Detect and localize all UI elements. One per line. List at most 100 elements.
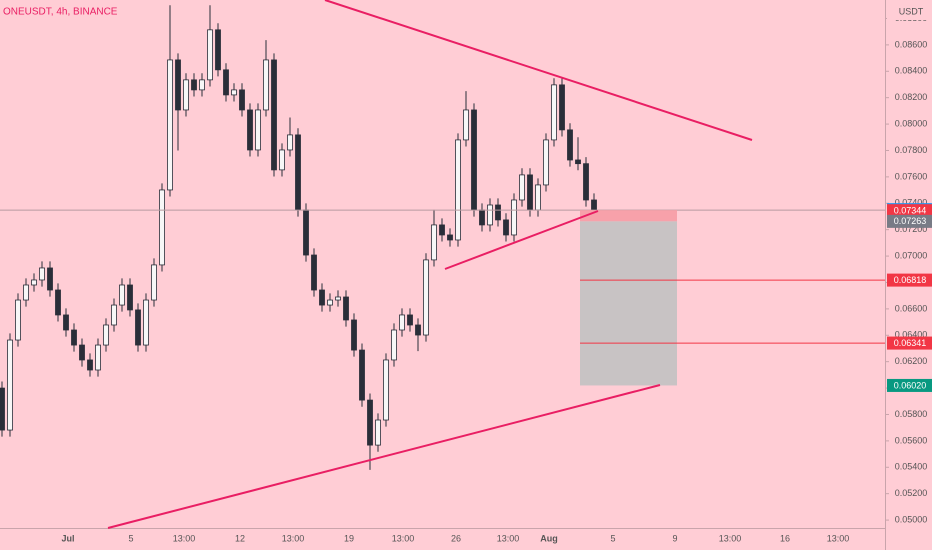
y-tick-label: 0.07800 (895, 145, 928, 155)
x-tick-label: 13:00 (497, 533, 520, 543)
price-marker (887, 214, 932, 228)
y-tick-label: 0.06200 (895, 356, 928, 366)
x-tick-label: 12 (235, 533, 245, 543)
y-tick-label: 0.06400 (895, 330, 928, 340)
candle-body (87, 359, 93, 371)
candle-body (407, 314, 413, 326)
y-axis-label: USDT (899, 6, 924, 16)
candle-body (223, 69, 229, 96)
candle-body (303, 209, 309, 256)
candle-body (375, 419, 381, 446)
candle-body (55, 289, 61, 316)
candle-body (535, 184, 541, 211)
candle-body (0, 387, 5, 431)
x-tick-label: 19 (344, 533, 354, 543)
x-tick-label: 13:00 (392, 533, 415, 543)
candle-body (495, 204, 501, 221)
candle-body (447, 234, 453, 241)
candle-body (191, 79, 197, 91)
candle-body (135, 309, 141, 346)
candles (0, 5, 597, 470)
x-tick-label: Aug (540, 533, 558, 543)
price-marker (887, 336, 932, 350)
candle-body (103, 324, 109, 346)
candle-body (263, 59, 269, 111)
trend-line (107, 384, 661, 529)
y-tick-label: 0.07400 (895, 198, 928, 208)
price-marker (887, 378, 932, 392)
candle-body (351, 319, 357, 351)
candle-body (431, 224, 437, 261)
y-tick-label: 0.07200 (895, 224, 928, 234)
candle-body (311, 254, 317, 291)
price-marker-label: 0.06818 (894, 275, 927, 285)
y-tick-label: 0.08400 (895, 66, 928, 76)
trend-line (444, 210, 599, 270)
x-tick-label: 5 (128, 533, 133, 543)
x-tick-label: 9 (672, 533, 677, 543)
candle-body (383, 359, 389, 421)
candle-body (151, 264, 157, 301)
candle-body (127, 284, 133, 311)
candle-body (439, 224, 445, 236)
candle-body (279, 149, 285, 171)
x-tick-label: 5 (610, 533, 615, 543)
candle-body (391, 329, 397, 361)
chart-title: ONEUSDT, 4h, BINANCE (3, 7, 118, 18)
candle-body (519, 174, 525, 201)
trend-line (324, 0, 753, 141)
candle-body (487, 204, 493, 226)
y-tick-label: 0.08600 (895, 39, 928, 49)
overlay (0, 209, 885, 386)
x-tick-label: 13:00 (282, 533, 305, 543)
y-tick-label: 0.05400 (895, 462, 928, 472)
candle-body (575, 159, 581, 165)
candle-body (295, 134, 301, 211)
candle-body (7, 339, 13, 431)
candle-body (239, 89, 245, 111)
candle-body (247, 109, 253, 151)
candle-body (47, 267, 53, 291)
y-tick-label: 0.05800 (895, 409, 928, 419)
candle-body (207, 29, 213, 81)
axis-label-bg (887, 2, 932, 20)
candle-body (231, 89, 237, 96)
y-tick-label: 0.07600 (895, 171, 928, 181)
x-tick-label: 26 (451, 533, 461, 543)
candle-body (327, 299, 333, 306)
candle-body (319, 289, 325, 306)
candle-body (119, 284, 125, 306)
candle-body (415, 324, 421, 336)
candle-body (271, 59, 277, 171)
candle-body (471, 109, 477, 211)
candle-body (551, 84, 557, 141)
candle-body (463, 109, 469, 141)
candle-body (39, 267, 45, 281)
candle-body (559, 84, 565, 131)
candle-body (343, 296, 349, 321)
candle-body (23, 284, 29, 301)
y-tick-label: 0.06600 (895, 303, 928, 313)
x-tick-label: 13:00 (827, 533, 850, 543)
candle-body (175, 59, 181, 111)
y-tick-label: 0.05000 (895, 514, 928, 524)
y-tick-label: 0.08200 (895, 92, 928, 102)
x-tick-label: 13:00 (173, 533, 196, 543)
candle-body (543, 139, 549, 186)
candle-body (167, 59, 173, 191)
price-marker (887, 204, 932, 218)
candle-body (511, 199, 517, 236)
price-marker-label: 0.07263 (894, 216, 927, 226)
price-marker-label: 0.06341 (894, 338, 927, 348)
candle-body (143, 299, 149, 346)
stop-zone (580, 210, 677, 222)
candle-body (199, 79, 205, 91)
candle-body (503, 219, 509, 236)
price-marker (887, 273, 932, 287)
candle-body (79, 344, 85, 361)
candle-body (159, 189, 165, 266)
candle-body (367, 399, 373, 446)
